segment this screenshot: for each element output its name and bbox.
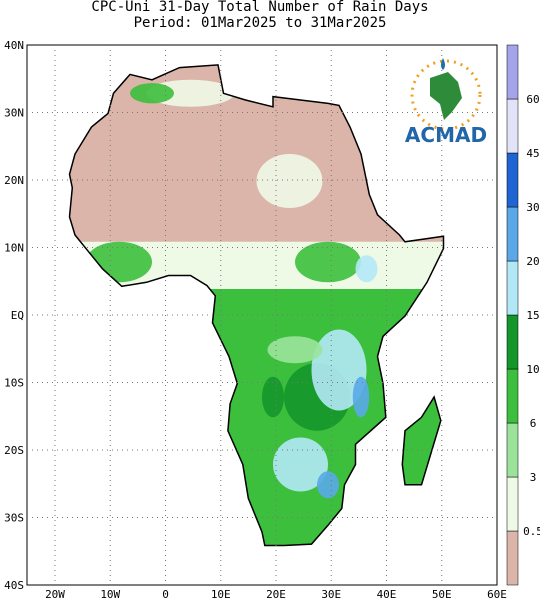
lon-label: 20W bbox=[45, 588, 65, 600]
logo-text: ACMAD bbox=[405, 123, 487, 147]
coastline bbox=[401, 395, 442, 486]
colorbar-swatch bbox=[506, 44, 519, 100]
rain-patch bbox=[311, 329, 367, 411]
colorbar-label: 15 bbox=[526, 309, 539, 322]
rain-patch bbox=[355, 255, 378, 283]
lat-label: 30N bbox=[4, 107, 24, 120]
logo: ACMAD bbox=[405, 58, 487, 147]
lon-label: 60E bbox=[487, 588, 507, 600]
colorbar-label: 20 bbox=[526, 255, 539, 268]
rain-patch bbox=[352, 376, 370, 418]
colorbar-label: 6 bbox=[530, 417, 537, 430]
lon-label: 40E bbox=[377, 588, 397, 600]
colorbar-swatch bbox=[506, 98, 519, 154]
lon-label: 30E bbox=[321, 588, 341, 600]
lon-label: 20E bbox=[266, 588, 286, 600]
colorbar-swatch bbox=[506, 152, 519, 208]
colorbar-swatch bbox=[506, 476, 519, 532]
title-line: CPC-Uni 31-Day Total Number of Rain Days bbox=[91, 0, 428, 15]
rain-patch bbox=[317, 471, 339, 499]
lat-label: EQ bbox=[11, 309, 24, 322]
colorbar-swatch bbox=[506, 260, 519, 316]
lat-label: 30S bbox=[4, 512, 24, 525]
colorbar: 0.5 3 6 10 15 20 30 45 60 bbox=[506, 44, 540, 586]
lon-label: 50E bbox=[432, 588, 452, 600]
rain-patch bbox=[256, 154, 323, 208]
lon-label: 10E bbox=[211, 588, 231, 600]
title-line: Period: 01Mar2025 to 31Mar2025 bbox=[134, 15, 387, 31]
rain-patch bbox=[295, 241, 361, 283]
rain-patch bbox=[146, 79, 235, 107]
colorbar-swatch bbox=[506, 314, 519, 370]
coastline bbox=[68, 64, 445, 547]
colorbar-label: 0.5 bbox=[523, 525, 540, 538]
rain-patch bbox=[410, 417, 433, 472]
colorbar-label: 3 bbox=[530, 471, 537, 484]
colorbar-swatch bbox=[506, 422, 519, 478]
colorbar-label: 10 bbox=[526, 363, 539, 376]
lon-label: 10W bbox=[100, 588, 120, 600]
colorbar-label: 45 bbox=[526, 147, 539, 160]
lat-label: 20S bbox=[4, 444, 24, 457]
lat-label: 10N bbox=[4, 242, 24, 255]
rain-patch bbox=[273, 437, 328, 492]
colorbar-label: 30 bbox=[526, 201, 539, 214]
rain-patch bbox=[130, 83, 174, 104]
lat-label: 10S bbox=[4, 377, 24, 390]
lon-label: 0 bbox=[162, 588, 169, 600]
rain-patch bbox=[262, 376, 284, 418]
lat-label: 40N bbox=[4, 39, 24, 52]
colorbar-swatch bbox=[506, 530, 519, 586]
colorbar-label: 60 bbox=[526, 93, 539, 106]
colorbar-swatch bbox=[506, 368, 519, 424]
lat-label: 40S bbox=[4, 579, 24, 592]
colorbar-swatch bbox=[506, 206, 519, 262]
lat-label: 20N bbox=[4, 174, 24, 187]
rain-patch bbox=[267, 336, 323, 364]
